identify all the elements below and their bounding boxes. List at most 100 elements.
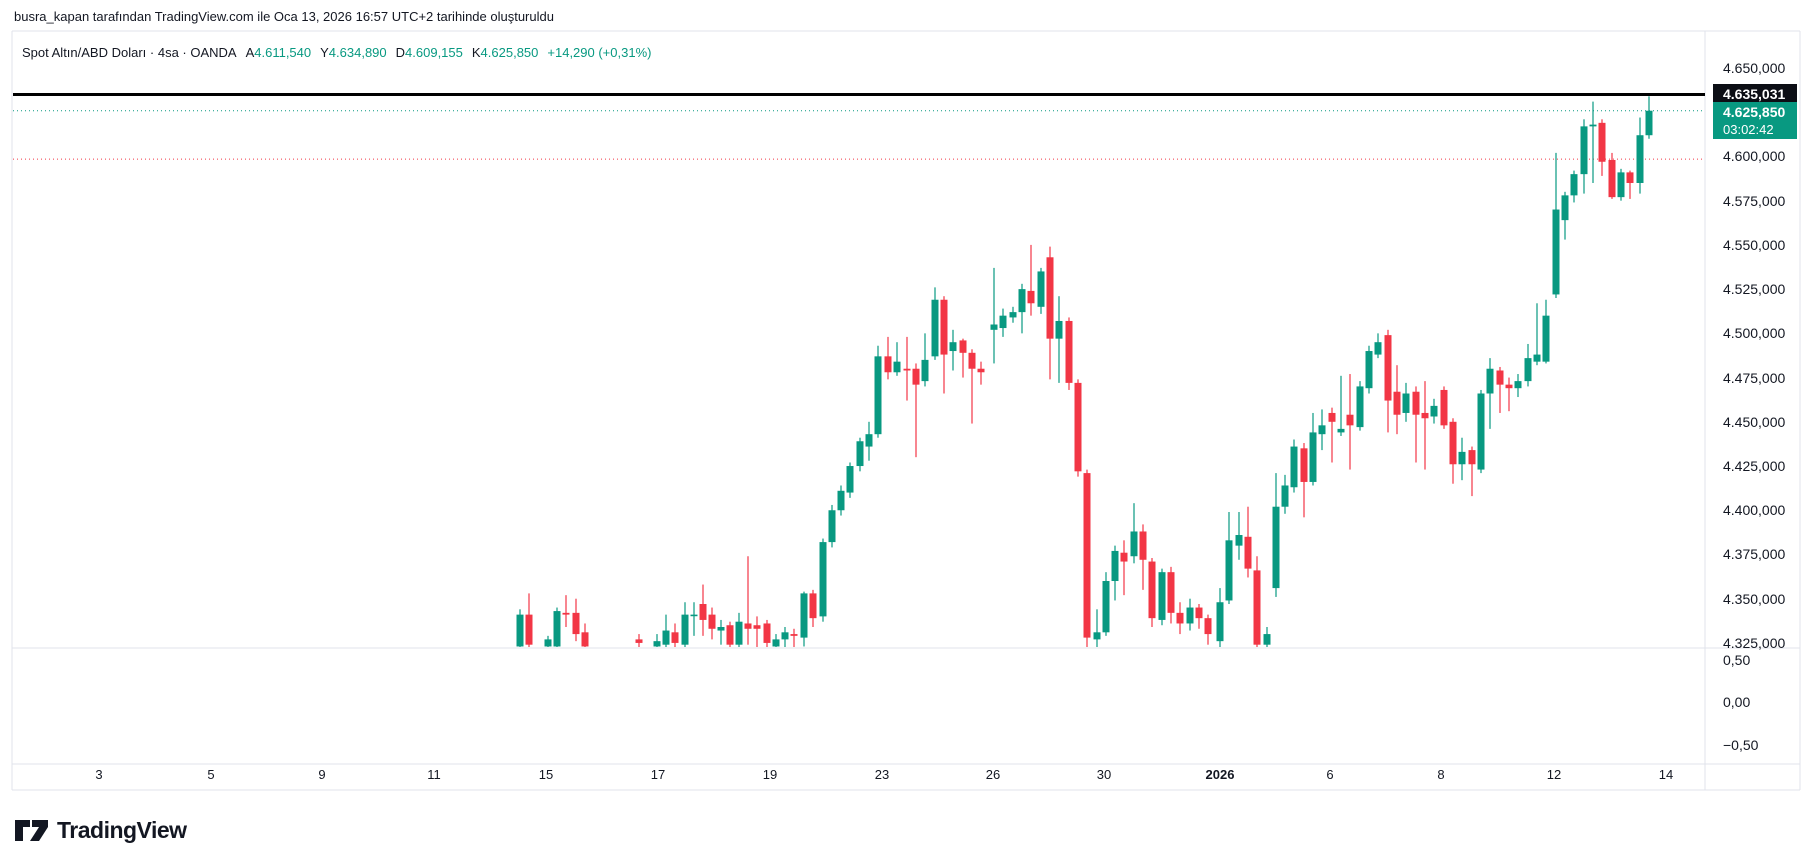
candle bbox=[1402, 382, 1410, 422]
candle bbox=[1120, 540, 1128, 596]
attribution-text: busra_kapan tarafından TradingView.com i… bbox=[14, 9, 554, 24]
candle bbox=[671, 623, 679, 647]
candle bbox=[800, 591, 808, 647]
candle bbox=[525, 593, 533, 647]
price-axis-label: 4.350,000 bbox=[1723, 590, 1786, 607]
candle bbox=[1608, 152, 1616, 199]
candle bbox=[1570, 170, 1578, 203]
tradingview-logo[interactable]: TradingView bbox=[13, 817, 187, 844]
candle bbox=[726, 621, 734, 647]
candle bbox=[1365, 345, 1373, 394]
candle bbox=[553, 607, 561, 647]
candle bbox=[708, 607, 716, 640]
legend-open: A4.611,540 bbox=[245, 45, 312, 60]
candle bbox=[1337, 375, 1345, 436]
candle bbox=[1514, 374, 1522, 398]
time-axis-label: 9 bbox=[318, 767, 326, 782]
bar-countdown: 03:02:42 bbox=[1723, 121, 1774, 137]
candle bbox=[1225, 512, 1233, 605]
candle bbox=[1580, 119, 1588, 194]
candle bbox=[1272, 473, 1280, 597]
price-axis-label: 4.475,000 bbox=[1723, 369, 1786, 386]
candle bbox=[1244, 506, 1252, 578]
legend-low: D4.609,155 bbox=[395, 45, 463, 60]
price-axis-label: 4.600,000 bbox=[1723, 148, 1786, 165]
pane-divider[interactable] bbox=[12, 645, 1705, 652]
time-axis-label: 17 bbox=[650, 767, 666, 782]
tradingview-logo-text: TradingView bbox=[57, 817, 187, 843]
candle bbox=[819, 538, 827, 622]
symbol-title[interactable]: Spot Altın/ABD Doları · 4sa · OANDA bbox=[22, 45, 237, 60]
legend-high: Y4.634,890 bbox=[320, 45, 387, 60]
candle bbox=[1300, 443, 1308, 518]
candle bbox=[912, 363, 920, 458]
candle bbox=[662, 614, 670, 647]
time-axis-label: 11 bbox=[427, 767, 441, 782]
price-axis[interactable] bbox=[1705, 31, 1815, 790]
candle bbox=[1158, 568, 1166, 626]
time-axis-label: 30 bbox=[1096, 767, 1112, 782]
candle bbox=[690, 602, 698, 636]
candle bbox=[1309, 412, 1317, 486]
candle bbox=[1290, 439, 1298, 493]
candle bbox=[1111, 545, 1119, 601]
candle bbox=[735, 612, 743, 647]
candle bbox=[1083, 469, 1091, 647]
candle bbox=[1430, 398, 1438, 424]
indicator-axis-label: 0,00 bbox=[1723, 694, 1751, 710]
candle bbox=[903, 336, 911, 401]
candle bbox=[1356, 381, 1364, 431]
time-axis[interactable] bbox=[12, 764, 1705, 791]
candle bbox=[1037, 267, 1045, 314]
candle bbox=[1589, 101, 1597, 183]
candle bbox=[828, 504, 836, 548]
candle bbox=[790, 628, 798, 647]
candle bbox=[681, 602, 689, 647]
candle bbox=[1018, 283, 1026, 334]
candle bbox=[635, 634, 643, 647]
candle bbox=[1139, 524, 1147, 590]
candle bbox=[1009, 306, 1017, 323]
candle bbox=[977, 361, 985, 385]
candle bbox=[763, 619, 771, 647]
candle bbox=[1318, 409, 1326, 451]
candle bbox=[1346, 374, 1354, 470]
candle bbox=[846, 462, 854, 498]
current-price-label: 4.625,850 03:02:42 bbox=[1713, 101, 1797, 139]
price-axis-label: 4.400,000 bbox=[1723, 502, 1786, 519]
time-axis-label: 3 bbox=[95, 767, 103, 782]
candle bbox=[931, 287, 939, 360]
candle bbox=[1046, 246, 1054, 380]
legend-change: +14,290 (+0,31%) bbox=[547, 45, 652, 60]
candle bbox=[1458, 437, 1466, 481]
time-axis-label: 6 bbox=[1326, 767, 1334, 782]
candle bbox=[1167, 566, 1175, 624]
price-axis-label: 4.650,000 bbox=[1723, 60, 1786, 76]
candle bbox=[809, 589, 817, 628]
candle bbox=[1533, 303, 1541, 366]
candle bbox=[1505, 377, 1513, 412]
candle bbox=[781, 627, 789, 647]
time-axis-label: 15 bbox=[538, 767, 554, 782]
candle bbox=[1093, 609, 1101, 647]
price-axis-label: 4.325,000 bbox=[1723, 634, 1786, 651]
candle bbox=[1542, 299, 1550, 364]
candle bbox=[1176, 602, 1184, 635]
candle bbox=[1148, 558, 1156, 628]
time-axis-label: 26 bbox=[985, 767, 1001, 782]
candle bbox=[516, 609, 524, 647]
candle bbox=[1328, 407, 1336, 463]
symbol-legend[interactable]: Spot Altın/ABD Doları · 4sa · OANDA A4.6… bbox=[22, 45, 651, 61]
alert-price-label: 4.635,031 bbox=[1713, 83, 1797, 105]
candle bbox=[1636, 117, 1644, 194]
price-axis-label: 4.450,000 bbox=[1723, 413, 1786, 430]
time-axis-label: 5 bbox=[207, 767, 215, 782]
candle bbox=[1216, 588, 1224, 647]
candle bbox=[837, 485, 845, 516]
candle bbox=[1186, 598, 1194, 631]
candle bbox=[1440, 386, 1448, 429]
price-axis-label: 4.550,000 bbox=[1723, 236, 1786, 253]
candle bbox=[1281, 474, 1289, 514]
